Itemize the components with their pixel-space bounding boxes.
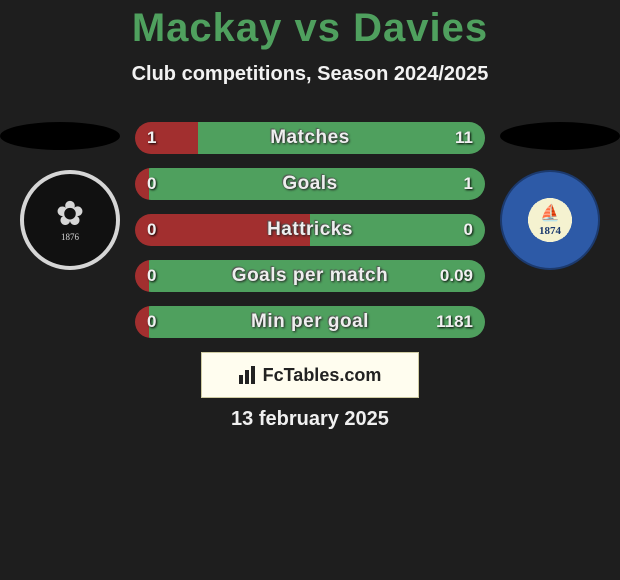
team-crest-left: ✿ 1876 <box>20 170 120 270</box>
page-title: Mackay vs Davies <box>0 0 620 51</box>
crest-right-year: 1874 <box>539 225 561 237</box>
ship-icon: ⛵ <box>540 203 560 223</box>
bars-chart-icon <box>239 366 257 384</box>
bar-segment-right <box>310 214 485 246</box>
bar-segment-right <box>149 260 485 292</box>
bar-segment-right <box>149 306 485 338</box>
crest-left-year: 1876 <box>56 232 85 242</box>
bar-segment-right <box>149 168 485 200</box>
date-line: 13 february 2025 <box>0 408 620 431</box>
bar-row: Hattricks00 <box>135 214 485 246</box>
bar-segment-right <box>198 122 485 154</box>
bar-segment-left <box>135 306 149 338</box>
crest-shadow-left <box>0 122 120 150</box>
bar-row: Min per goal01181 <box>135 306 485 338</box>
bar-segment-left <box>135 260 149 292</box>
bar-segment-left <box>135 122 198 154</box>
crest-shadow-right <box>500 122 620 150</box>
bar-row: Matches111 <box>135 122 485 154</box>
comparison-bars: Matches111 Goals01 Hattricks00 Goals per ma… <box>135 122 485 352</box>
thistle-icon: ✿ <box>56 198 85 232</box>
brand-label: FcTables.com <box>263 365 382 386</box>
bar-row: Goals01 <box>135 168 485 200</box>
brand-box: FcTables.com <box>201 352 419 398</box>
subtitle: Club competitions, Season 2024/2025 <box>0 63 620 86</box>
team-crest-right: ⛵ 1874 <box>500 170 600 270</box>
bar-segment-left <box>135 214 310 246</box>
bar-segment-left <box>135 168 149 200</box>
bar-row: Goals per match00.09 <box>135 260 485 292</box>
